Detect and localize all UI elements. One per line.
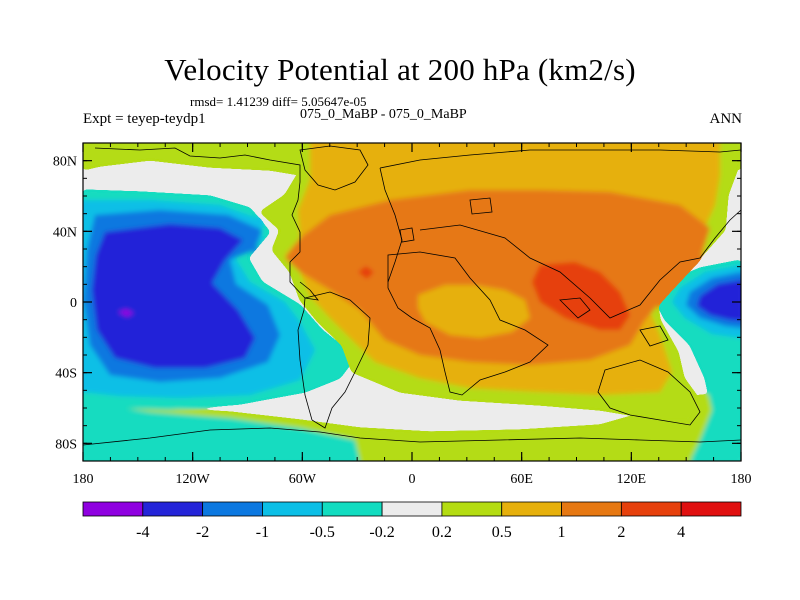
colorbar-swatch <box>142 501 204 517</box>
x-tick-label: 120W <box>176 472 211 487</box>
colorbar-label: -0.2 <box>369 524 394 541</box>
field-level-neg4-west <box>92 224 255 368</box>
experiment-label: Expt = teyep-teydp1 <box>83 111 206 127</box>
colorbar-label: 0.5 <box>492 524 512 541</box>
axes: 180 120W 60W 0 60E 120E 180 80N 40N 0 40S 80S <box>53 142 752 487</box>
colorbar-swatch <box>381 501 443 517</box>
colorbar-label: -2 <box>196 524 209 541</box>
colorbar-swatch <box>501 501 562 517</box>
colorbar-swatch <box>262 501 323 517</box>
coastline-australia <box>597 359 701 426</box>
colorbar-label: -4 <box>136 524 149 541</box>
field-level-neg4-east <box>697 280 741 321</box>
colorbar-swatch <box>82 501 144 517</box>
colorbar-label: 1 <box>558 524 566 541</box>
field-level-pos1-hole <box>418 285 530 338</box>
colorbar-swatch <box>202 501 263 517</box>
colorbar-swatch <box>441 501 503 517</box>
colorbar-label: 0.2 <box>432 524 452 541</box>
x-tick-label: 60W <box>289 472 317 487</box>
y-tick-label: 0 <box>70 296 77 311</box>
colorbar-label: 2 <box>617 524 625 541</box>
colorbar-swatch <box>561 501 622 517</box>
stats-label: rmsd= 1.41239 diff= 5.05647e-05 <box>190 94 367 109</box>
colorbar-label: 4 <box>677 524 685 541</box>
field-level-pos2-small <box>358 266 374 279</box>
x-tick-label: 180 <box>731 472 752 487</box>
colorbar-swatch <box>620 501 682 517</box>
x-tick-label: 120E <box>617 472 647 487</box>
chart-title: Velocity Potential at 200 hPa (km2/s) <box>164 52 636 87</box>
coastline-antarctica <box>83 427 741 446</box>
coastline-greenland <box>299 145 369 191</box>
y-tick-label: 80N <box>53 155 77 170</box>
colorbar: -4 -2 -1 -0.5 -0.2 0.2 0.5 1 2 4 <box>82 501 742 541</box>
colorbar-swatch <box>321 501 383 517</box>
field-level-min <box>118 309 134 317</box>
coastline-eurasia <box>379 149 741 319</box>
y-tick-label: 40N <box>53 225 77 240</box>
colorbar-swatch <box>680 501 742 517</box>
colorbar-label: -0.5 <box>310 524 335 541</box>
x-tick-label: 60E <box>510 472 533 487</box>
x-tick-label: 180 <box>73 472 94 487</box>
season-label: ANN <box>709 111 743 127</box>
colorbar-label: -1 <box>256 524 269 541</box>
x-tick-label: 0 <box>409 472 416 487</box>
coastlines <box>83 145 741 446</box>
coastline-africa <box>387 251 549 396</box>
contour-field <box>83 143 741 461</box>
y-tick-label: 80S <box>55 437 77 452</box>
y-tick-label: 40S <box>55 367 77 382</box>
case-label: 075_0_MaBP - 075_0_MaBP <box>300 107 467 122</box>
coastline-south-america <box>297 291 371 429</box>
coastline-islands <box>399 197 669 347</box>
field-level-neg05-south <box>83 402 360 461</box>
